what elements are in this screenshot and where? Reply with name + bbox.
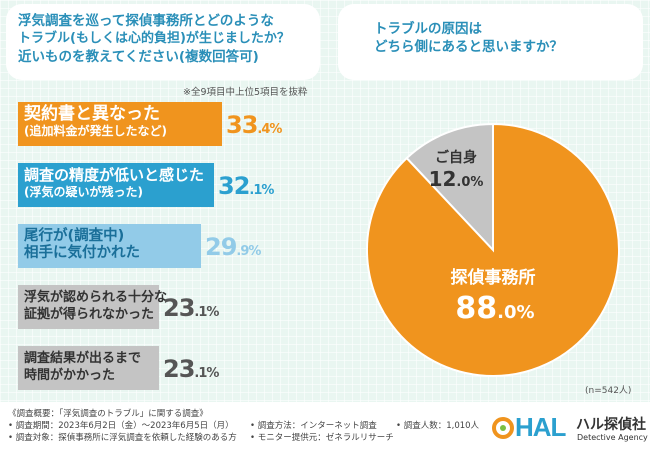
bar-category-label: 浮気が認められる十分な — [24, 290, 168, 305]
left-question-line-2: トラブル(もしくは心的負担)が生じましたか？ — [18, 31, 290, 46]
survey-period: • 調査期間：2023年6月2日（金）～2023年6月5日（月） — [8, 421, 234, 431]
bar-value-dec: .1% — [194, 366, 219, 381]
bar: 契約書と異なった (追加料金が発生したなど) — [18, 102, 222, 146]
left-question-line-1: 浮気調査を巡って探偵事務所とどのような — [18, 13, 274, 29]
bar-value-int: 33 — [226, 111, 258, 139]
bar: 調査結果が出るまで 時間がかかった — [18, 346, 159, 390]
survey-people: • 調査人数：1,010人 — [396, 421, 480, 431]
bar-category-sublabel: (追加料金が発生したなど) — [24, 124, 167, 138]
left-question-line-3: 近いものを教えてください(複数回答可) — [18, 49, 259, 65]
logo-mark: HAL — [515, 412, 566, 442]
bar-value-label: 33.4% — [226, 111, 282, 139]
bar-value-int: 29 — [205, 233, 237, 261]
bar-category-sublabel: 時間がかかった — [24, 368, 116, 383]
bar-category-sublabel: (浮気の疑いが残った) — [24, 185, 143, 199]
bar-value-label: 32.1% — [218, 172, 274, 200]
right-question-line-2: どちら側にあると思いますか？ — [374, 39, 563, 55]
bar-value-int: 23 — [163, 294, 195, 322]
logo-sub: Detective Agency — [577, 433, 648, 442]
bar-value-dec: .9% — [236, 244, 261, 259]
bar-category-sublabel: 相手に気付かれた — [24, 245, 140, 261]
bar: 尾行が(調査中) 相手に気付かれた — [18, 224, 201, 268]
right-question-box: トラブルの原因は どちら側にあると思いますか？ — [338, 4, 643, 80]
bar-value-dec: .1% — [249, 183, 274, 198]
bar: 浮気が認められる十分な 証拠が得られなかった — [18, 285, 168, 329]
bar-value-int: 32 — [218, 172, 250, 200]
bar-value-label: 23.1% — [163, 294, 219, 322]
survey-monitor: • モニター提供元：ゼネラルリサーチ — [250, 433, 394, 443]
bar: 調査の精度が低いと感じた (浮気の疑いが残った) — [18, 163, 214, 207]
sample-size: (n=542人) — [585, 386, 632, 396]
bar-value-dec: .1% — [194, 305, 219, 320]
footer: 《調査概要：「浮気調査のトラブル」に関する調査》 • 調査期間：2023年6月2… — [0, 402, 650, 450]
excerpt-note: ※全9項目中上位5項目を抜粋 — [183, 87, 308, 98]
right-question-line-1: トラブルの原因は — [374, 21, 482, 37]
hal-logo-icon — [492, 417, 514, 439]
bar-value-label: 29.9% — [205, 233, 261, 261]
logo-name: ハル探偵社 — [576, 417, 646, 433]
survey-overview: 《調査概要：「浮気調査のトラブル」に関する調査》 — [8, 409, 208, 419]
bar-category-label: 調査の精度が低いと感じた — [24, 166, 205, 184]
bar-category-label: 調査結果が出るまで — [24, 351, 142, 366]
bar-value-int: 23 — [163, 355, 195, 383]
bar-category-sublabel: 証拠が得られなかった — [24, 307, 155, 322]
bar-category-label: 尾行が(調査中) — [24, 228, 125, 244]
left-question-box: 浮気調査を巡って探偵事務所とどのような トラブル(もしくは心的負担)が生じました… — [6, 4, 320, 80]
bar-value-label: 23.1% — [163, 355, 219, 383]
bar-category-label: 契約書と異なった — [24, 104, 160, 124]
bar-value-dec: .4% — [257, 122, 282, 137]
survey-method: • 調査方法：インターネット調査 — [250, 421, 377, 431]
company-logo: HAL ハル探偵社 Detective Agency — [490, 410, 648, 446]
survey-target: • 調査対象：探偵事務所に浮気調査を依頼した経験のある方 — [8, 433, 237, 443]
